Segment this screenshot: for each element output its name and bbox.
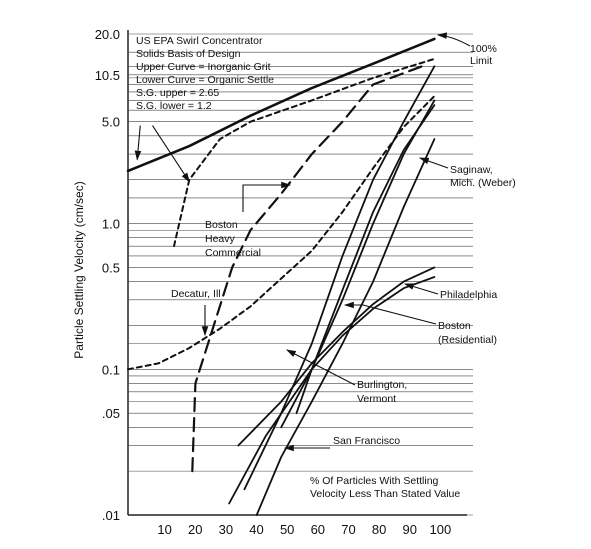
philadelphia-arrow bbox=[403, 283, 439, 295]
series-line-burlington bbox=[255, 138, 436, 516]
legend-arrow bbox=[134, 125, 142, 161]
x-tick-label: 50 bbox=[280, 522, 294, 537]
legend-line: Upper Curve = Inorganic Grit bbox=[136, 61, 271, 73]
boston-heavy-arrow bbox=[242, 181, 292, 212]
x-tick-label: 20 bbox=[188, 522, 202, 537]
legend-arrow bbox=[152, 125, 190, 183]
series-line-philadelphia bbox=[237, 266, 436, 447]
annotation-san-francisco: San Francisco bbox=[333, 435, 400, 447]
x-tick-label: 70 bbox=[341, 522, 355, 537]
burlington-arrow bbox=[286, 349, 356, 386]
annotation-burlington: Burlington, Vermont bbox=[357, 379, 407, 405]
annotation-saginaw: Saginaw, Mich. (Weber) bbox=[450, 164, 516, 189]
y-tick-label: 5.0 bbox=[102, 115, 120, 130]
y-tick-label: .05 bbox=[102, 406, 120, 421]
annotation-percent-note: % Of Particles With Settling Velocity Les… bbox=[310, 475, 460, 500]
legend-line: Lower Curve = Organic Settle bbox=[136, 74, 274, 86]
x-tick-label: 90 bbox=[402, 522, 416, 537]
annotation-decatur: Decatur, Ill bbox=[171, 288, 221, 300]
x-axis-ticks: 10 20 30 40 50 60 70 80 90 100 bbox=[157, 522, 451, 537]
saginaw-arrow bbox=[418, 157, 449, 169]
annotation-limit: 100% Limit bbox=[470, 43, 497, 67]
annotation-philadelphia: Philadelphia bbox=[440, 289, 497, 301]
x-tick-label: 10 bbox=[157, 522, 171, 537]
series-line-decatur bbox=[127, 95, 436, 371]
legend-line: US EPA Swirl Concentrator bbox=[136, 35, 263, 47]
y-axis-label: Particle Settling Velocity (cm/sec) bbox=[72, 181, 86, 358]
x-tick-label: 40 bbox=[249, 522, 263, 537]
series-line-boston_res bbox=[228, 276, 436, 505]
boston-res-arrow bbox=[343, 301, 437, 325]
series-group bbox=[126, 37, 436, 516]
y-tick-label: 0.1 bbox=[102, 362, 120, 377]
legend-line: S.G. lower = 1.2 bbox=[136, 100, 212, 112]
y-tick-label: .01 bbox=[102, 508, 120, 523]
y-tick-label: 1.0 bbox=[102, 217, 120, 232]
annotation-boston-heavy: Boston Heavy Commercial bbox=[205, 219, 261, 259]
x-tick-label: 100 bbox=[430, 522, 452, 537]
legend-line: S.G. upper = 2.65 bbox=[136, 87, 219, 99]
x-tick-label: 80 bbox=[372, 522, 386, 537]
series-line-san_francisco bbox=[295, 99, 436, 415]
legend-line: Solids Basis of Design bbox=[136, 48, 241, 60]
y-tick-label: 0.5 bbox=[102, 260, 120, 275]
x-tick-label: 60 bbox=[311, 522, 325, 537]
limit-arrow bbox=[436, 32, 471, 47]
y-tick-label: 20.0 bbox=[95, 27, 120, 42]
y-tick-label: 10.5 bbox=[95, 68, 120, 83]
annotation-boston-res: Boston (Residential) bbox=[438, 320, 497, 346]
y-axis-ticks: 20.0 10.5 5.0 1.0 0.5 0.1 .05 .01 bbox=[95, 27, 120, 523]
x-tick-label: 30 bbox=[219, 522, 233, 537]
series-line-epa_upper bbox=[126, 37, 436, 173]
annotations: 100% Limit Saginaw, Mich. (Weber) Boston Heav… bbox=[171, 32, 516, 500]
series-line-saginaw bbox=[280, 104, 436, 429]
